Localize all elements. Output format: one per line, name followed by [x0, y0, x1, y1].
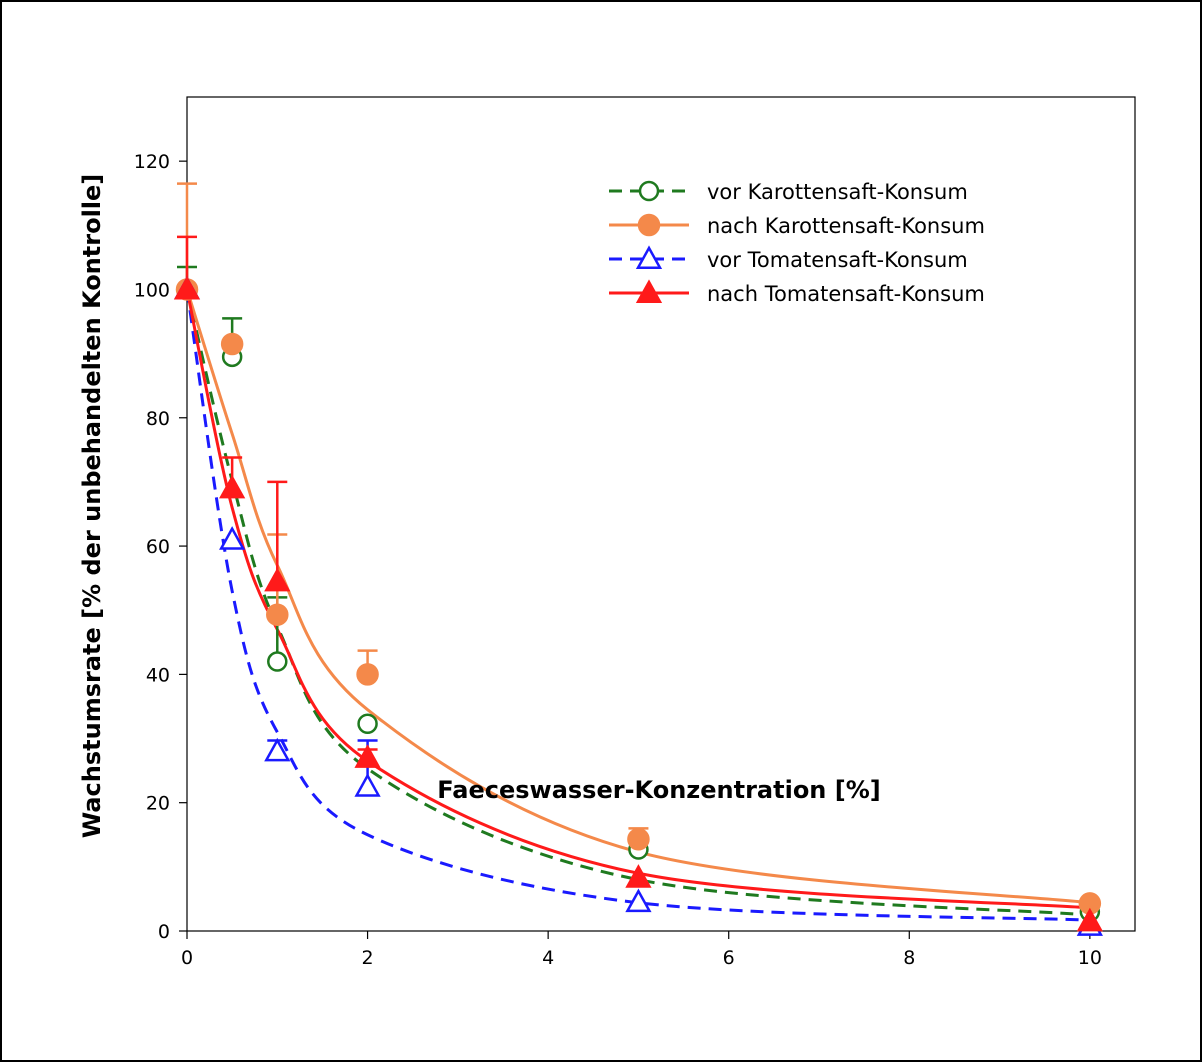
- x-tick-label: 8: [903, 947, 915, 969]
- data-point-vor-karottensaft-konsum: [267, 651, 288, 672]
- legend-label-nach-tomatensaft-konsum: nach Tomatensaft-Konsum: [707, 282, 985, 306]
- legend-marker-nach-karottensaft-konsum: [637, 213, 661, 237]
- data-point-vor-karottensaft-konsum: [357, 713, 378, 735]
- legend-marker-vor-karottensaft-konsum: [638, 180, 660, 202]
- data-point-nach-tomatensaft-konsum: [354, 744, 381, 768]
- x-tick-label: 0: [181, 947, 193, 969]
- x-tick-label: 10: [1078, 947, 1102, 969]
- legend: vor Karottensaft-Konsum nach Karottensaft…: [609, 180, 985, 306]
- y-axis: 0 20 40 60 80 100 120: [134, 151, 187, 943]
- legend-label-vor-tomatensaft-konsum: vor Tomatensaft-Konsum: [707, 248, 968, 272]
- legend-marker-vor-tomatensaft-konsum: [635, 245, 663, 270]
- x-axis: 0 2 4 6 8 10: [181, 931, 1102, 969]
- data-markers: [173, 275, 1103, 936]
- data-point-vor-tomatensaft-konsum: [219, 526, 246, 550]
- plot-area: [186, 96, 1136, 932]
- legend-label-nach-karottensaft-konsum: nach Karottensaft-Konsum: [707, 214, 985, 238]
- fit-curves: [185, 289, 1091, 922]
- fit-curve-nach-tomatensaft-konsum: [185, 289, 1090, 910]
- error-bars: [177, 182, 649, 840]
- plot-border: [186, 96, 1136, 932]
- x-tick-label: 2: [362, 947, 374, 969]
- y-tick-label: 60: [146, 536, 170, 558]
- y-tick-label: 100: [134, 279, 170, 301]
- data-point-vor-tomatensaft-konsum: [264, 737, 291, 762]
- data-point-nach-tomatensaft-konsum: [1076, 907, 1103, 932]
- y-tick-label: 40: [146, 664, 170, 686]
- data-point-vor-tomatensaft-konsum: [354, 773, 381, 797]
- y-tick-label: 20: [146, 793, 170, 815]
- y-tick-label: 80: [146, 408, 170, 430]
- data-point-vor-tomatensaft-konsum: [625, 888, 652, 913]
- legend-label-vor-karottensaft-konsum: vor Karottensaft-Konsum: [707, 180, 968, 204]
- data-point-nach-tomatensaft-konsum: [625, 864, 652, 888]
- y-axis-title: Wachstumsrate [% der unbehandelten Kontr…: [78, 174, 106, 839]
- x-axis-title: Faeceswasser-Konzentration [%]: [437, 776, 880, 804]
- data-point-nach-tomatensaft-konsum: [264, 567, 291, 592]
- data-point-nach-tomatensaft-konsum: [173, 275, 201, 300]
- fit-curve-vor-tomatensaft-konsum: [185, 289, 1090, 922]
- fit-curve-vor-karottensaft-konsum: [185, 289, 1090, 917]
- data-point-nach-tomatensaft-konsum: [219, 474, 246, 499]
- data-point-nach-karottensaft-konsum: [220, 332, 244, 356]
- y-tick-label: 120: [134, 151, 170, 173]
- x-tick-label: 6: [723, 947, 735, 969]
- data-point-nach-karottensaft-konsum: [627, 828, 650, 851]
- data-point-nach-karottensaft-konsum: [356, 663, 379, 686]
- fit-curve-nach-karottensaft-konsum: [185, 289, 1091, 905]
- y-tick-label: 0: [158, 921, 170, 943]
- x-tick-label: 4: [542, 947, 554, 969]
- legend-marker-nach-tomatensaft-konsum: [635, 279, 663, 304]
- data-point-nach-karottensaft-konsum: [266, 603, 289, 626]
